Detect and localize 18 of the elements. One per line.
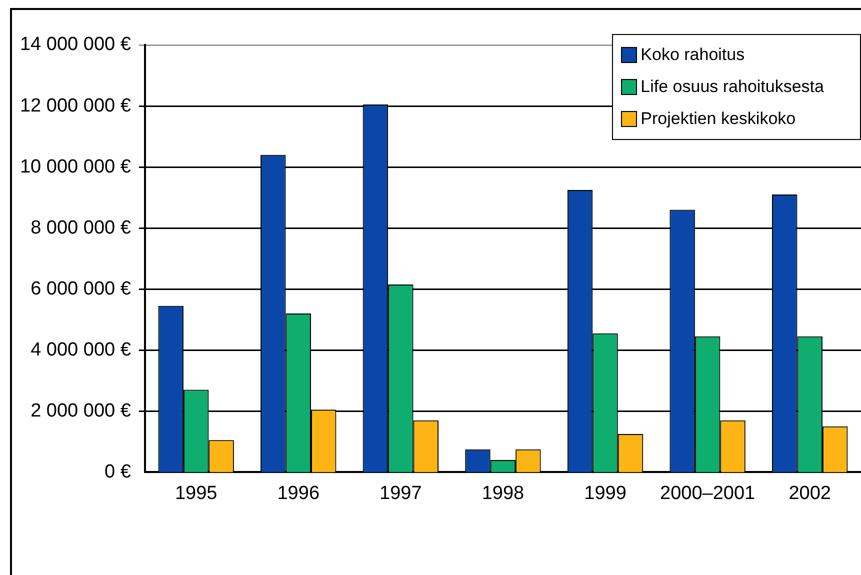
y-tick-label: 2 000 000 €	[30, 400, 132, 422]
x-tick-label: 1997	[380, 482, 422, 504]
y-tick-label: 4 000 000 €	[30, 339, 132, 360]
y-tick-label: 12 000 000 €	[20, 95, 132, 116]
y-tick-label: 0 €	[104, 461, 132, 482]
legend-label: Koko rahoitus	[640, 45, 745, 65]
y-tick-label: 6 000 000 €	[30, 278, 132, 300]
legend-label: Projektien keskikoko	[640, 109, 796, 129]
x-tick-label: 2000–2001	[660, 482, 756, 504]
y-tick-label: 10 000 000 €	[20, 156, 132, 178]
y-tick-label: 8 000 000 €	[30, 217, 132, 238]
x-tick-label: 1995	[174, 482, 218, 504]
y-tick-label: 14 000 000 €	[20, 34, 132, 56]
x-tick-label: 1996	[277, 482, 320, 504]
x-tick-label: 2002	[788, 482, 831, 504]
x-tick-label: 1999	[584, 482, 626, 504]
x-tick-label: 1998	[482, 482, 524, 504]
legend-label: Life osuus rahoituksesta	[640, 77, 824, 97]
